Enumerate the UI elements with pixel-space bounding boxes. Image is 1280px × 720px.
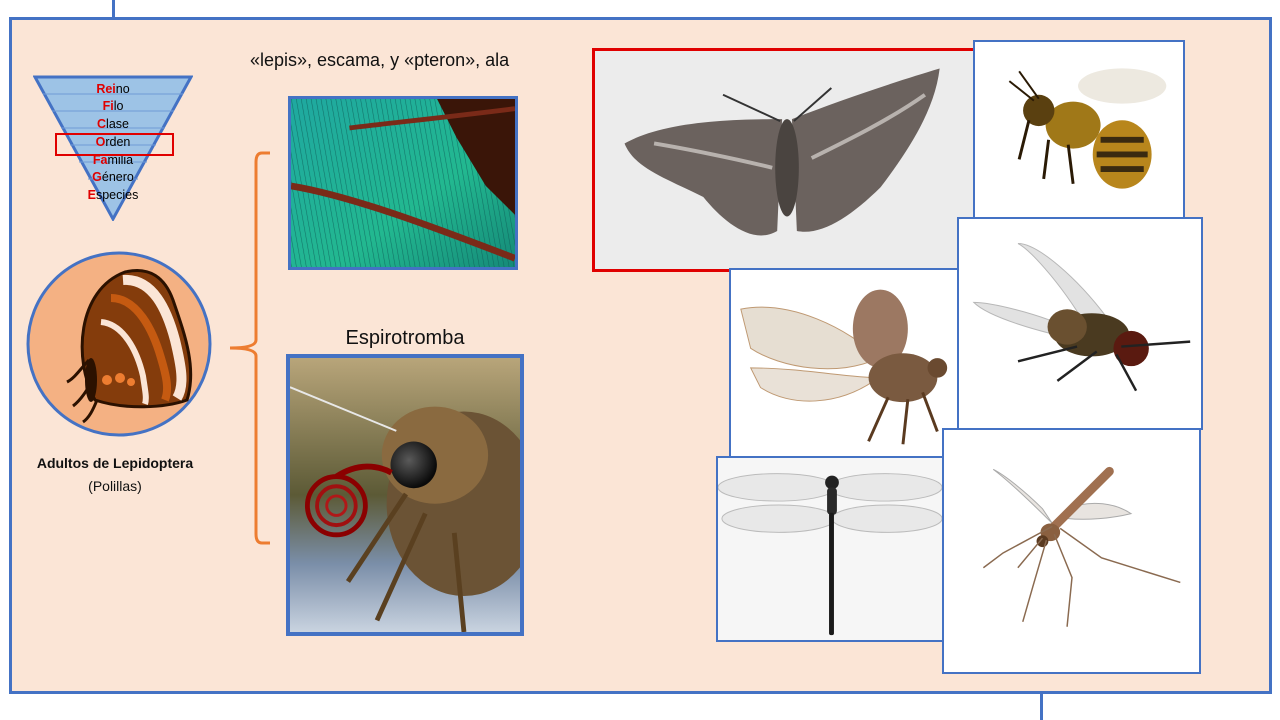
fly-photo: [957, 217, 1203, 430]
moth-photo: [592, 48, 985, 272]
order-subtitle: (Polillas): [88, 478, 142, 494]
etymology-text: «lepis», escama, y «pteron», ala: [250, 50, 510, 70]
mosquito-photo: [942, 428, 1201, 674]
order-title: Adultos de Lepidoptera: [36, 455, 194, 471]
taxonomy-level-reino: Reino: [96, 82, 130, 96]
bottom-connector-line: [1040, 688, 1043, 720]
taxonomy-triangle-shape: [33, 75, 193, 221]
dragonfly-photo: [716, 456, 947, 642]
proboscis-label: Espirotromba: [345, 327, 465, 349]
taxonomy-level-especies: Especies: [87, 188, 139, 202]
taxonomy-level-genero: Género: [92, 170, 134, 184]
taxonomy-level-familia: Familia: [92, 153, 134, 167]
lepidoptera-icon: [25, 250, 213, 438]
butterfly-icon: [26, 251, 212, 437]
bee-photo: [973, 40, 1185, 220]
orden-highlight-box: [55, 133, 174, 156]
taxonomy-pyramid: Reino Filo Clase Orden Familia Género Es…: [33, 75, 193, 221]
orange-brace: [229, 151, 270, 545]
wing-scales-image: [288, 96, 518, 270]
beetle-photo: [729, 268, 959, 458]
taxonomy-level-orden: Orden: [95, 135, 131, 149]
top-connector-line: [112, 0, 115, 18]
taxonomy-level-filo: Filo: [102, 99, 124, 113]
proboscis-image: [286, 354, 524, 636]
taxonomy-level-clase: Clase: [97, 117, 129, 131]
